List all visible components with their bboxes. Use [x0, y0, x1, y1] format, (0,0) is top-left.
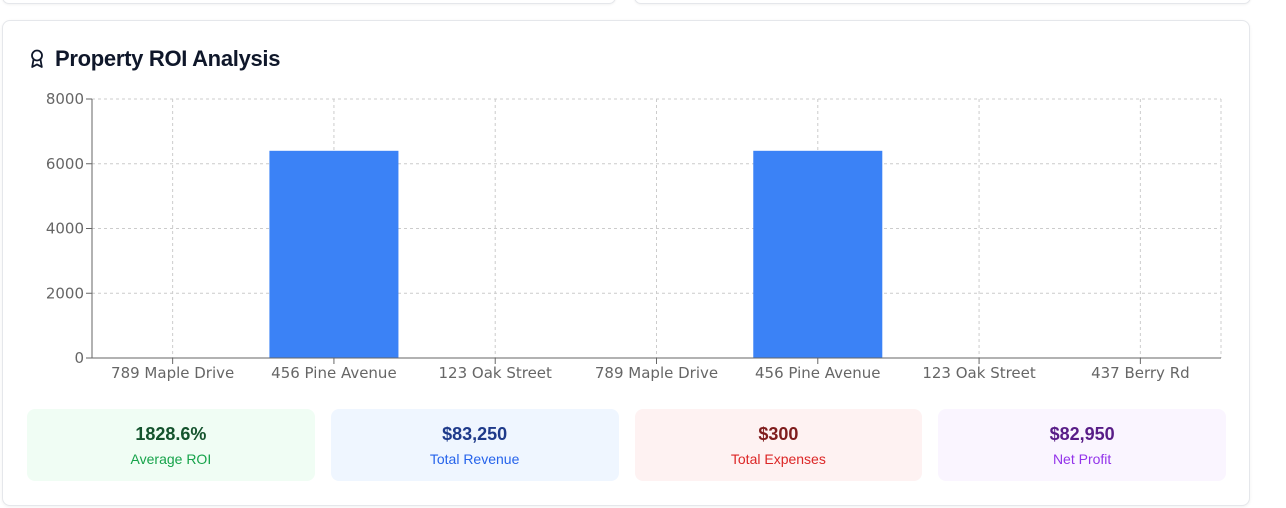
x-tick-label: 789 Maple Drive: [595, 364, 718, 382]
stat-total-expenses: $300 Total Expenses: [634, 409, 923, 481]
x-tick-label: 456 Pine Avenue: [271, 364, 397, 382]
stat-value: $300: [758, 423, 799, 444]
x-tick-label: 456 Pine Avenue: [755, 364, 881, 382]
x-tick-label: 123 Oak Street: [922, 364, 1036, 382]
card-title: Property ROI Analysis: [55, 46, 281, 71]
top-card-right: [634, 0, 1251, 4]
top-card-left: [2, 0, 616, 4]
y-tick-label: 4000: [46, 220, 84, 238]
x-tick-label: 789 Maple Drive: [111, 364, 234, 382]
y-tick-label: 8000: [46, 90, 84, 108]
y-tick-label: 0: [74, 349, 84, 367]
y-tick-label: 6000: [46, 155, 84, 173]
y-tick-label: 2000: [46, 284, 84, 302]
card-header: Property ROI Analysis: [29, 46, 280, 72]
roi-analysis-card: Property ROI Analysis 0 2000 4000 6000 8000 7…: [2, 20, 1250, 506]
stat-total-revenue: $83,250 Total Revenue: [330, 409, 619, 481]
stat-label: Total Revenue: [429, 450, 520, 467]
roi-bar-chart: 0 2000 4000 6000 8000 789 Maple Drive 456 Pine…: [3, 21, 1249, 401]
stat-label: Net Profit: [1052, 450, 1112, 467]
x-tick-label: 123 Oak Street: [438, 364, 552, 382]
stat-label: Total Expenses: [730, 450, 826, 467]
bar: [753, 150, 883, 358]
award-icon: [29, 49, 45, 69]
bar: [269, 150, 399, 358]
stat-label: Average ROI: [130, 450, 212, 467]
stat-value: 1828.6%: [135, 423, 207, 444]
stat-average-roi: 1828.6% Average ROI: [27, 409, 315, 481]
x-tick-label: 437 Berry Rd: [1091, 364, 1190, 382]
stat-net-profit: $82,950 Net Profit: [938, 409, 1226, 481]
stat-value: $83,250: [442, 423, 508, 444]
stat-value: $82,950: [1049, 423, 1115, 444]
chart-svg: 0 2000 4000 6000 8000 789 Maple Drive 456 Pine…: [46, 90, 1222, 382]
stats-row: 1828.6% Average ROI $83,250 Total Revenu…: [27, 409, 1226, 481]
